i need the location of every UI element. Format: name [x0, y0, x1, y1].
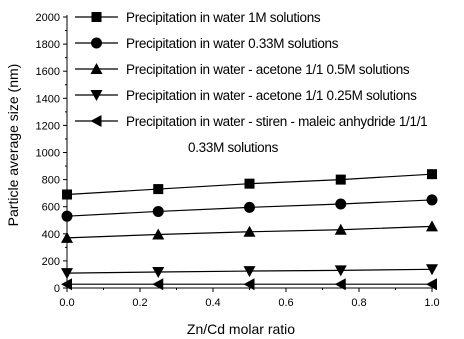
x-axis-title: Zn/Cd molar ratio: [187, 321, 295, 337]
legend-marker: [91, 12, 102, 22]
y-tick-label: 0: [54, 283, 60, 295]
plot-area: 0 200 400 600 800 1000 1200 1400 1600 1800 2000 0.0…: [36, 10, 440, 309]
data-point-series-4: [243, 266, 256, 278]
y-tick-label: 1200: [36, 120, 60, 132]
legend-label: Precipitation in water - acetone 1/1 0.5…: [126, 62, 410, 77]
data-point-series-2: [335, 198, 347, 210]
data-point-series-5: [334, 278, 346, 291]
data-point-series-1: [153, 184, 164, 195]
data-point-series-2: [426, 194, 438, 206]
y-tick-label: 200: [42, 256, 60, 268]
y-tick-label: 1800: [36, 39, 60, 51]
legend-marker: [90, 63, 103, 74]
y-tick-label: 600: [42, 202, 60, 214]
x-tick-label: 1.0: [424, 297, 439, 309]
y-tick-label: 1000: [36, 148, 60, 160]
x-tick-label: 0.0: [59, 297, 74, 309]
data-point-series-5: [61, 278, 72, 291]
data-point-series-1: [62, 189, 72, 200]
legend-marker: [90, 115, 102, 127]
y-tick-label: 400: [42, 229, 60, 241]
legend-label: Precipitation in water - stiren - maleic…: [126, 114, 427, 129]
data-point-series-1: [427, 169, 437, 180]
data-point-series-4: [152, 267, 165, 279]
y-tick-label: 1600: [36, 66, 60, 78]
data-point-series-4: [334, 265, 347, 277]
data-point-series-4: [426, 264, 438, 276]
data-point-series-1: [335, 174, 346, 185]
legend-marker: [91, 37, 102, 49]
legend-label: Precipitation in water 1M solutions: [126, 10, 321, 25]
x-tick-label: 0.4: [205, 297, 220, 309]
x-tick-label: 0.8: [351, 297, 366, 309]
data-point-series-3: [334, 223, 347, 235]
x-tick-label: 0.2: [132, 297, 147, 309]
data-point-series-3: [61, 231, 73, 243]
data-point-series-2: [152, 205, 164, 217]
x-tick-label: 0.6: [278, 297, 293, 309]
data-point-series-5: [426, 278, 437, 291]
data-point-series-4: [61, 268, 73, 280]
data-point-series-3: [243, 225, 256, 237]
data-point-series-3: [152, 228, 165, 240]
data-point-series-5: [152, 278, 164, 291]
legend-label: Precipitation in water 0.33M solutions: [126, 36, 339, 51]
y-axis-title: Particle average size (nm): [5, 64, 21, 227]
legend-label-continued: 0.33M solutions: [188, 140, 279, 155]
data-point-series-5: [243, 278, 255, 291]
data-point-series-2: [244, 201, 255, 213]
y-tick-label: 2000: [36, 12, 60, 24]
legend-marker: [90, 90, 103, 101]
y-tick-label: 800: [42, 175, 60, 187]
legend-label: Precipitation in water - acetone 1/1 0.2…: [126, 88, 417, 103]
data-point-series-2: [61, 210, 73, 222]
y-tick-label: 1400: [36, 93, 60, 105]
data-point-series-1: [244, 178, 255, 189]
data-point-series-3: [426, 220, 438, 232]
